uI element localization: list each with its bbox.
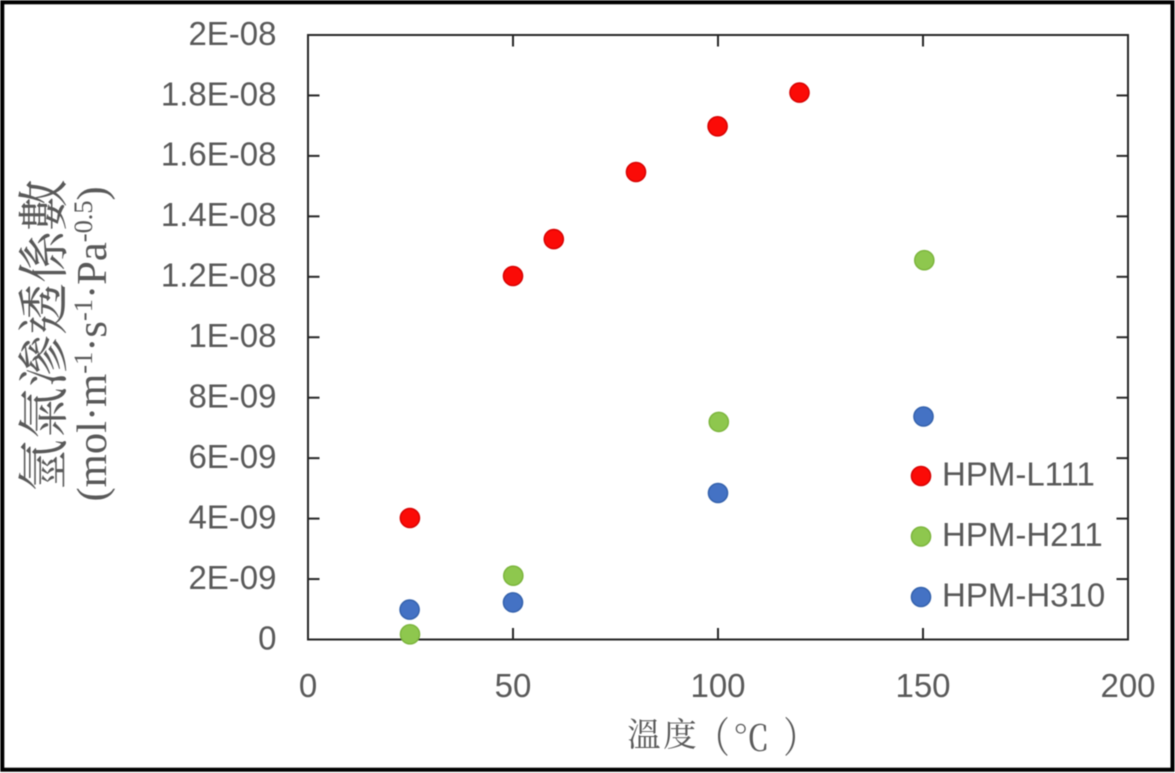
svg-text:HPM-L111: HPM-L111 bbox=[942, 456, 1095, 493]
svg-text:150: 150 bbox=[895, 667, 950, 704]
svg-text:50: 50 bbox=[495, 667, 532, 704]
svg-text:2E-09: 2E-09 bbox=[188, 559, 276, 596]
svg-text:0: 0 bbox=[299, 667, 317, 704]
svg-text:HPM-H211: HPM-H211 bbox=[942, 516, 1103, 553]
svg-text:1.4E-08: 1.4E-08 bbox=[161, 196, 277, 233]
svg-text:HPM-H310: HPM-H310 bbox=[942, 577, 1105, 614]
svg-text:1.6E-08: 1.6E-08 bbox=[161, 136, 277, 173]
svg-text:1.8E-08: 1.8E-08 bbox=[161, 75, 277, 112]
svg-text:200: 200 bbox=[1100, 667, 1155, 704]
svg-text:4E-09: 4E-09 bbox=[188, 498, 276, 535]
svg-text:100: 100 bbox=[690, 667, 745, 704]
svg-text:1E-08: 1E-08 bbox=[188, 317, 276, 354]
svg-text:6E-09: 6E-09 bbox=[188, 438, 276, 475]
svg-text:0: 0 bbox=[258, 619, 276, 656]
svg-text:1.2E-08: 1.2E-08 bbox=[161, 257, 277, 294]
svg-text:8E-09: 8E-09 bbox=[188, 378, 276, 415]
svg-text:2E-08: 2E-08 bbox=[188, 15, 276, 52]
